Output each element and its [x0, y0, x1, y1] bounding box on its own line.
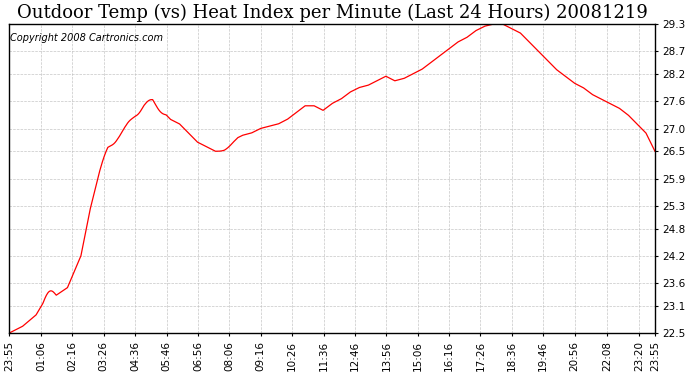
Text: Copyright 2008 Cartronics.com: Copyright 2008 Cartronics.com	[10, 33, 164, 43]
Title: Outdoor Temp (vs) Heat Index per Minute (Last 24 Hours) 20081219: Outdoor Temp (vs) Heat Index per Minute …	[17, 4, 647, 22]
